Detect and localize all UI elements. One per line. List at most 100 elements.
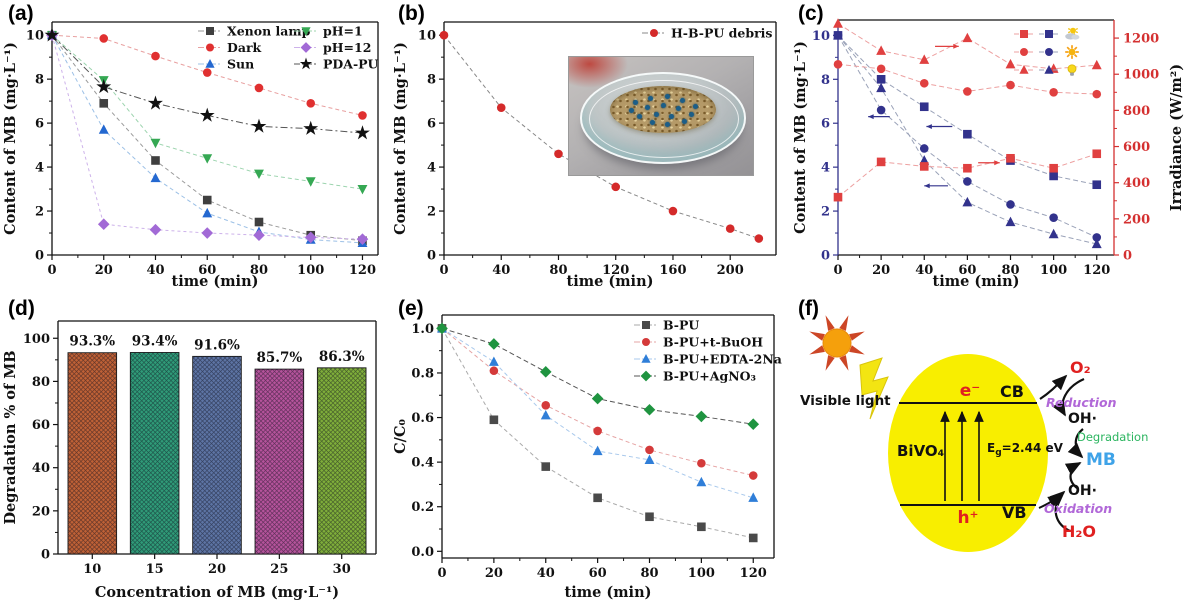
svg-text:120: 120: [602, 263, 629, 278]
svg-text:0.8: 0.8: [411, 366, 434, 381]
series-irradiance-sunny: [833, 59, 1102, 99]
hole-label: h⁺: [957, 508, 978, 528]
svg-text:0: 0: [833, 263, 842, 278]
panel-b: (b) 0 40 80 120 160 200 0 2 4 6 8 10 time (min) Conte…: [390, 0, 790, 295]
svg-text:Content of MB (mg·L⁻¹): Content of MB (mg·L⁻¹): [792, 41, 809, 234]
svg-text:1.0: 1.0: [411, 322, 434, 337]
legend: B-PU B-PU+t-BuOH B-PU+EDTA-2Na B-PU+AgNO₃: [634, 318, 782, 384]
bulb-icon: [1067, 64, 1077, 76]
svg-text:1000: 1000: [1123, 68, 1159, 83]
svg-text:91.6%: 91.6%: [194, 337, 240, 353]
svg-text:C/C₀: C/C₀: [392, 419, 409, 454]
mb-droplet: [682, 118, 688, 124]
svg-text:60: 60: [589, 566, 607, 581]
svg-text:1200: 1200: [1123, 32, 1159, 47]
h2o-to-oh-arrow: [1049, 490, 1071, 533]
series-dark: [47, 30, 367, 120]
svg-text:120: 120: [1083, 263, 1110, 278]
svg-text:600: 600: [1123, 140, 1150, 155]
svg-text:0: 0: [439, 263, 448, 278]
chart-d-degradation-bars: 10 15 20 25 30 0 20 40 60 80 100 Concentration of M…: [2, 320, 377, 601]
lightning-icon: [859, 357, 889, 420]
svg-text:80: 80: [250, 263, 268, 278]
series-irradiance-xenon-lamp: [833, 18, 1102, 73]
svg-text:8: 8: [821, 73, 830, 88]
svg-text:200: 200: [1123, 212, 1150, 227]
panel-d: (d) 10 15 20 25 30 0 20 40 60 80 100 Concentration …: [0, 295, 390, 606]
bandgap-label: Eg=2.44 eV: [987, 441, 1064, 458]
svg-text:80: 80: [549, 263, 567, 278]
svg-text:100: 100: [23, 332, 50, 347]
svg-text:20: 20: [32, 504, 50, 519]
svg-text:100: 100: [688, 566, 715, 581]
svg-text:H-B-PU debris: H-B-PU debris: [671, 26, 772, 41]
chart-e-scavenger-test: 0 20 40 60 80 100 120 0.0 0.2 0.4 0.6 0.8 1.0 time (m…: [392, 314, 782, 601]
svg-text:B-PU+AgNO₃: B-PU+AgNO₃: [663, 369, 756, 384]
svg-text:0: 0: [821, 249, 830, 264]
svg-text:0: 0: [35, 249, 44, 264]
panel-b-label: (b): [398, 2, 425, 25]
svg-text:80: 80: [32, 375, 50, 390]
mb-droplet: [675, 106, 681, 112]
chart-c-mb-irradiance: 0 20 40 60 80 100 1200246810020040060080010001…: [792, 18, 1185, 290]
oh-bottom-to-mb-arrow: [1064, 462, 1082, 489]
svg-text:8: 8: [35, 73, 44, 88]
series-mb-content-xenon-lamp: [833, 29, 1102, 249]
svg-text:6: 6: [821, 117, 830, 132]
svg-text:20: 20: [95, 263, 113, 278]
mb-droplet: [650, 119, 656, 125]
svg-text:0.0: 0.0: [411, 545, 434, 560]
mb-droplet: [654, 111, 660, 117]
svg-text:85.7%: 85.7%: [256, 350, 302, 366]
svg-text:B-PU+t-BuOH: B-PU+t-BuOH: [663, 335, 763, 350]
svg-text:30: 30: [333, 562, 351, 577]
oh-to-mb-arrow: [1067, 428, 1084, 459]
svg-text:4: 4: [35, 161, 44, 176]
legend: H-B-PU debris: [642, 26, 772, 41]
svg-text:93.3%: 93.3%: [69, 334, 115, 350]
series-sun: [47, 29, 368, 247]
svg-text:160: 160: [659, 263, 686, 278]
svg-text:2: 2: [35, 205, 44, 220]
svg-text:Sun: Sun: [227, 57, 254, 72]
svg-text:100: 100: [1040, 263, 1067, 278]
panel-f: (f) Visible light e⁻ CB BiVO₄ Eg=2.44 eV…: [790, 295, 1194, 606]
svg-text:0: 0: [41, 548, 50, 563]
mb-droplet: [665, 122, 671, 128]
svg-text:0: 0: [1123, 249, 1132, 264]
svg-text:2: 2: [821, 205, 830, 220]
vb-label: VB: [1002, 503, 1027, 522]
svg-text:60: 60: [958, 263, 976, 278]
mb-droplet: [648, 96, 653, 102]
svg-text:86.3%: 86.3%: [319, 349, 365, 365]
mb-droplet: [628, 108, 634, 114]
svg-text:40: 40: [915, 263, 933, 278]
svg-text:Irradiance (W/m²): Irradiance (W/m²): [1168, 64, 1185, 211]
svg-text:120: 120: [349, 263, 376, 278]
reduction-label: Reduction: [1046, 395, 1117, 410]
svg-text:200: 200: [717, 263, 744, 278]
vb-to-oh-arrow: [1038, 495, 1063, 509]
svg-text:93.4%: 93.4%: [132, 333, 178, 349]
svg-text:Content of MB (mg·L⁻¹): Content of MB (mg·L⁻¹): [392, 42, 409, 235]
svg-text:4: 4: [427, 161, 436, 176]
svg-text:40: 40: [32, 461, 50, 476]
svg-text:400: 400: [1123, 176, 1150, 191]
series-h-b-pu-debris: [439, 30, 764, 243]
svg-text:2: 2: [427, 205, 436, 220]
panel-a: (a) 0 20 40 60 80 100 120 0 2 4 6 8 10 time (min) Cont…: [0, 0, 390, 295]
axes: 0 20 40 60 80 100 120 0 2 4 6 8 10 time (min) Content …: [2, 21, 379, 290]
svg-text:time (min): time (min): [567, 273, 654, 290]
o2-to-oh-arrow: [1052, 377, 1085, 417]
svg-text:6: 6: [427, 117, 436, 132]
svg-text:20: 20: [208, 562, 226, 577]
svg-text:time (min): time (min): [565, 584, 652, 601]
chart-b-debris-degradation: 0 40 80 120 160 200 0 2 4 6 8 10 time (min) Content o…: [392, 21, 777, 290]
svg-text:pH=12: pH=12: [323, 40, 371, 55]
svg-text:Content of MB (mg·L⁻¹): Content of MB (mg·L⁻¹): [2, 42, 19, 235]
svg-text:10: 10: [83, 562, 101, 577]
svg-text:pH=1: pH=1: [323, 24, 363, 39]
catalyst-label: BiVO₄: [897, 442, 944, 460]
mb-droplet: [669, 113, 675, 119]
